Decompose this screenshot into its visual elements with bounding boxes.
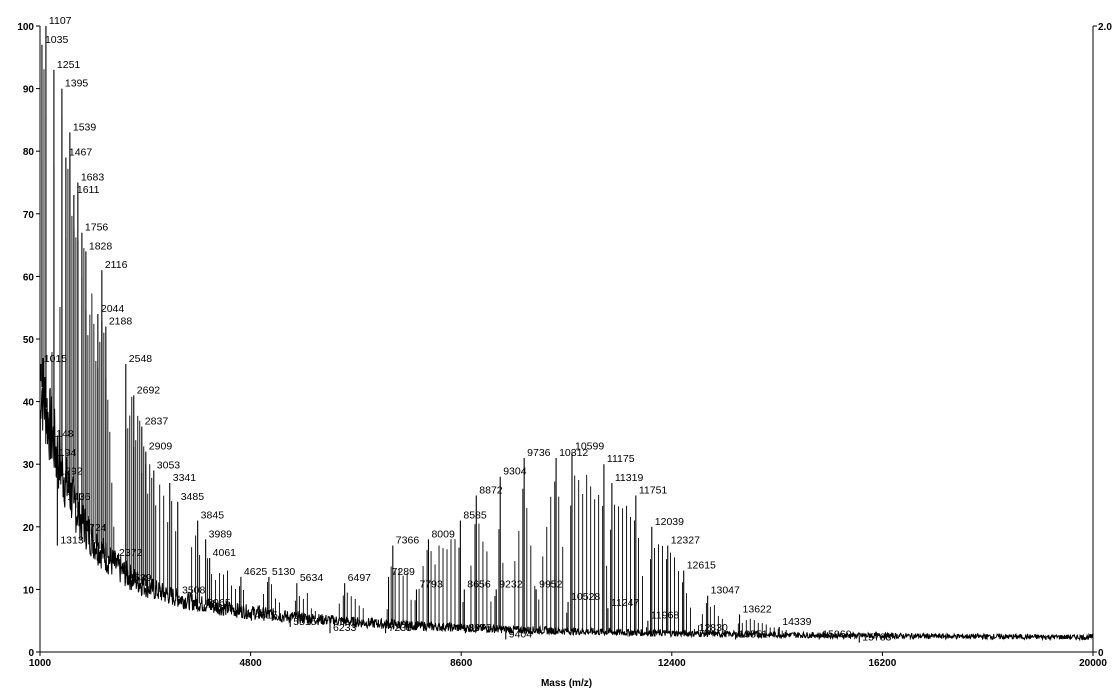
peak-label: 11751 — [639, 485, 668, 497]
secondary-peak-label: 1724 — [83, 522, 107, 534]
secondary-peak-label: 7235 — [389, 622, 413, 634]
peak-label: 15060 — [822, 628, 851, 640]
right-tick-label: 0 — [1098, 648, 1104, 659]
peak-label: 4061 — [213, 547, 237, 559]
secondary-peak-label: 3965 — [207, 597, 231, 609]
peak-label: 12615 — [687, 560, 716, 572]
peak-label: 11175 — [607, 453, 635, 465]
peak-label: 3341 — [173, 472, 197, 484]
peak-label: 2692 — [137, 384, 161, 396]
peak-label: 1251 — [57, 59, 81, 71]
peak-label: 8585 — [463, 510, 487, 522]
secondary-peak-label: 2539 — [128, 572, 152, 584]
peak-label: 1107 — [49, 15, 72, 27]
peak-label: 1756 — [85, 222, 109, 234]
x-tick-label: 16200 — [868, 658, 896, 669]
peak-label: 1683 — [81, 172, 105, 184]
peak-label: 10528 — [571, 591, 600, 603]
x-tick-label: 4800 — [239, 658, 262, 669]
x-tick-label: 12400 — [658, 658, 686, 669]
peak-label: 11247 — [611, 597, 640, 609]
peak-label: 3845 — [201, 510, 225, 522]
y-tick-label: 30 — [23, 460, 35, 471]
peak-label: 12327 — [671, 535, 700, 547]
secondary-peak-label: 1194 — [54, 447, 77, 459]
peak-label: 10312 — [559, 447, 588, 459]
y-tick-label: 0 — [28, 648, 34, 659]
peak-label: 9232 — [499, 578, 523, 590]
peak-label: 12039 — [655, 516, 684, 528]
secondary-peak-label: 1015 — [44, 353, 68, 365]
peak-label: 2548 — [129, 353, 153, 365]
x-tick-label: 1000 — [29, 658, 52, 669]
peak-label: 7289 — [392, 566, 416, 578]
secondary-peak-label: 1292 — [59, 466, 83, 478]
secondary-peak-label: 2372 — [119, 547, 143, 559]
x-tick-label: 20000 — [1079, 658, 1107, 669]
peak-label: 4625 — [244, 566, 268, 578]
peak-label: 1395 — [65, 78, 89, 90]
peak-label: 7366 — [396, 535, 420, 547]
y-tick-label: 80 — [23, 147, 35, 158]
peak-label: 5634 — [300, 572, 324, 584]
peak-label: 5130 — [272, 566, 296, 578]
peak-label: 2909 — [149, 441, 173, 453]
secondary-peak-label: 9404 — [509, 628, 533, 640]
peak-label: 1611 — [77, 184, 100, 196]
peak-label: 2116 — [105, 259, 128, 271]
x-axis-title: Mass (m/z) — [541, 678, 592, 689]
peak-label: 13047 — [711, 585, 740, 597]
secondary-peak-label: 5515 — [293, 616, 317, 628]
peak-label: 1828 — [89, 240, 113, 252]
secondary-peak-label: 1313 — [60, 535, 84, 547]
peak-label: 12830 — [699, 622, 728, 634]
peak-label: 9736 — [527, 447, 551, 459]
y-tick-label: 70 — [23, 210, 35, 221]
peak-label: 11968 — [651, 610, 680, 622]
y-tick-label: 10 — [23, 585, 35, 596]
peak-label: 1539 — [73, 121, 97, 133]
x-tick-label: 8600 — [450, 658, 473, 669]
peak-label: 7793 — [419, 578, 443, 590]
peak-label: 2044 — [101, 303, 125, 315]
axis-ticks: 0 10 20 30 40 50 60 70 80 90 100 1000 4800 8600 12400 1… — [17, 22, 1112, 669]
y-tick-label: 100 — [17, 22, 34, 33]
peak-label: 2837 — [145, 416, 169, 428]
peak-label: 9952 — [539, 578, 563, 590]
y-tick-label: 20 — [23, 523, 35, 534]
peak-label: 8656 — [467, 578, 491, 590]
peak-label: 8872 — [479, 485, 503, 497]
peak-label: 3485 — [181, 491, 205, 503]
peak-label: 1035 — [45, 34, 69, 46]
right-tick-label: 2.0 — [1098, 22, 1112, 33]
secondary-peak-label: 1436 — [67, 491, 91, 503]
peak-label: 13622 — [743, 603, 772, 615]
peak-label: 9304 — [503, 466, 527, 478]
y-tick-label: 40 — [23, 398, 35, 409]
peak-label: 11319 — [615, 472, 644, 484]
peak-label: 3053 — [157, 459, 181, 471]
peak-label: 14339 — [782, 616, 811, 628]
spectrum-trace — [39, 26, 1094, 643]
peak-label: 6497 — [348, 572, 372, 584]
peak-label: 8009 — [431, 528, 455, 540]
peak-label: 15783 — [862, 632, 891, 644]
peak-label: 1467 — [69, 146, 93, 158]
y-tick-label: 90 — [23, 85, 35, 96]
y-tick-label: 60 — [23, 272, 35, 283]
secondary-peak-label: 3508 — [182, 585, 206, 597]
peak-label: 2188 — [109, 315, 133, 327]
peak-label: 10599 — [575, 441, 604, 453]
secondary-peak-label: 4815 — [254, 610, 278, 622]
peak-label: 3989 — [209, 528, 233, 540]
y-tick-label: 50 — [23, 335, 35, 346]
secondary-peak-label: 6233 — [333, 622, 357, 634]
secondary-peak-label: 1148 — [51, 428, 74, 440]
secondary-peak-label: 8675 — [468, 622, 492, 634]
secondary-peak-label: 13551 — [739, 628, 768, 640]
